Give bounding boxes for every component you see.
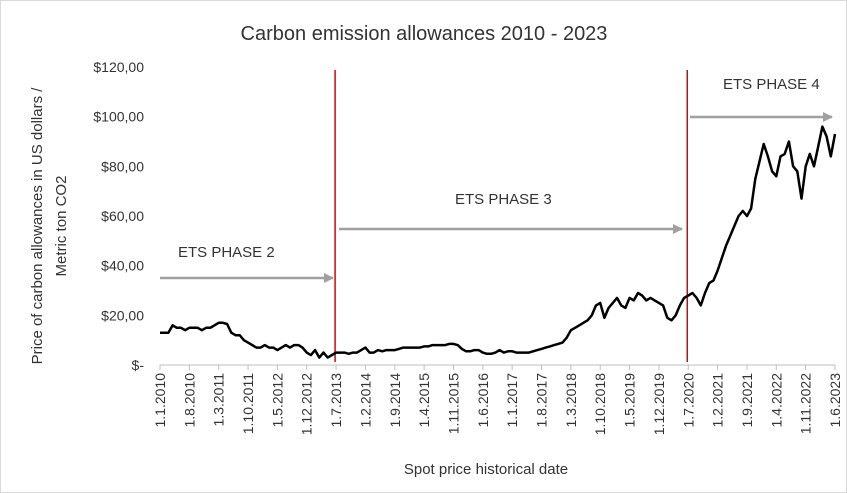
y-tick-label: $100,00 (93, 109, 144, 125)
x-tick-label: 1.8.2010 (181, 373, 197, 428)
x-tick-label: 1.9.2021 (739, 373, 755, 428)
chart-title: Carbon emission allowances 2010 - 2023 (241, 23, 608, 45)
y-axis-label: Metric ton CO2 (53, 176, 70, 277)
y-tick-label: $- (132, 357, 145, 373)
x-tick-label: 1.11.2022 (798, 373, 814, 434)
line (160, 125, 837, 359)
x-tick-label: 1.2.2014 (357, 373, 373, 428)
annotation: ETS PHASE 4 (723, 76, 820, 93)
y-axis-label: Price of carbon allowances in US dollars… (29, 87, 46, 365)
y-tick-label: $120,00 (93, 59, 144, 75)
x-tick-label: 1.12.2019 (651, 373, 667, 435)
x-tick-label: 1.12.2012 (299, 373, 315, 435)
x-tick-label: 1.6.2023 (827, 373, 843, 428)
y-tick-label: $80,00 (101, 158, 144, 174)
x-tick-label: 1.11.2015 (445, 373, 461, 434)
x-tick-label: 1.2.2021 (710, 373, 726, 428)
y-tick-label: $60,00 (101, 208, 144, 224)
annotation: ETS PHASE 2 (178, 244, 275, 261)
x-tick-label: 1.4.2015 (416, 373, 432, 428)
y-tick-label: $40,00 (101, 258, 144, 274)
x-tick-label: 1.7.2013 (328, 373, 344, 428)
x-tick-label: 1.1.2017 (504, 373, 520, 428)
x-tick-label: 1.10.2018 (592, 373, 608, 435)
annotation: ETS PHASE 3 (455, 191, 552, 208)
x-tick-label: 1.3.2011 (211, 373, 227, 427)
x-tick-label: 1.1.2010 (152, 373, 168, 428)
x-tick-label: 1.10.2011 (240, 373, 256, 434)
y-tick-label: $20,00 (101, 307, 144, 323)
x-tick-label: 1.8.2017 (534, 373, 550, 428)
x-tick-label: 1.4.2022 (768, 373, 784, 428)
x-tick-label: 1.9.2014 (387, 373, 403, 428)
x-tick-label: 1.5.2019 (622, 373, 638, 428)
x-axis-label: Spot price historical date (404, 461, 568, 478)
x-tick-label: 1.5.2012 (269, 373, 285, 428)
x-tick-label: 1.3.2018 (563, 373, 579, 428)
x-tick-label: 1.7.2020 (680, 373, 696, 428)
x-tick-label: 1.6.2016 (475, 373, 491, 428)
